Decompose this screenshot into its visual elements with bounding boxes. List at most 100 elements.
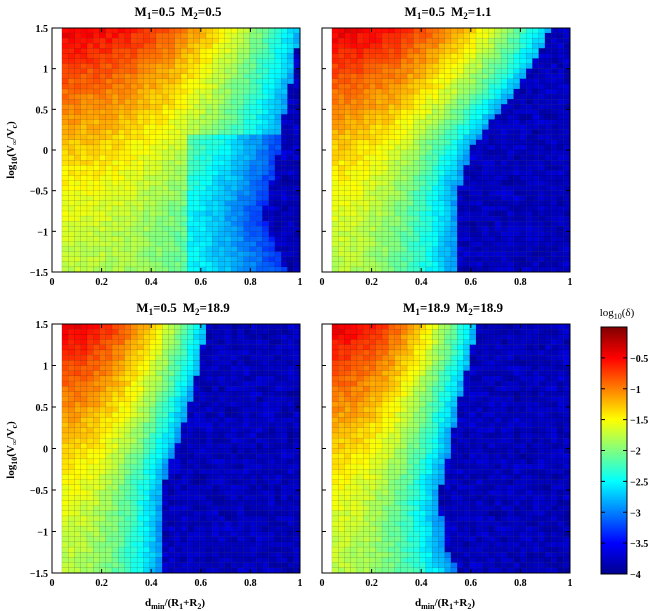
heatmap-cell (212, 98, 219, 105)
heatmap-cell (105, 83, 113, 90)
heatmap-cell (143, 463, 150, 470)
heatmap-cell (74, 344, 81, 351)
heatmap-cell (124, 391, 132, 397)
heatmap-cell (475, 180, 483, 186)
heatmap-cell (551, 256, 558, 263)
heatmap-cell (224, 43, 232, 49)
heatmap-cell (249, 129, 257, 136)
heatmap-cell (525, 180, 533, 186)
heatmap-cell (243, 339, 251, 346)
heatmap-cell (438, 78, 445, 85)
heatmap-cell (130, 370, 138, 377)
heatmap-cell (406, 149, 414, 156)
heatmap-cell (205, 370, 213, 377)
heatmap-cell (287, 396, 295, 403)
heatmap-cell (249, 448, 257, 454)
heatmap-cell (93, 83, 100, 90)
heatmap-cell (149, 469, 157, 475)
heatmap-cell (482, 261, 489, 268)
heatmap-cell (255, 448, 263, 454)
heatmap-cell (350, 261, 358, 268)
heatmap-cell (281, 32, 288, 39)
heatmap-cell (381, 98, 389, 105)
heatmap-cell (237, 437, 244, 444)
heatmap-cell (507, 58, 514, 64)
heatmap-cell (475, 205, 483, 212)
heatmap-cell (61, 329, 69, 335)
y-tick-label: 0.5 (36, 105, 49, 116)
heatmap-cell (199, 474, 207, 480)
heatmap-cell (205, 58, 213, 64)
heatmap-cell (444, 98, 452, 105)
heatmap-cell (237, 251, 244, 258)
heatmap-cell (61, 412, 69, 418)
heatmap-cell (93, 236, 100, 242)
heatmap-cell (74, 375, 81, 382)
heatmap-cell (243, 396, 251, 403)
heatmap-cell (268, 129, 276, 136)
heatmap-cell (111, 200, 119, 207)
heatmap-cell (105, 58, 113, 64)
heatmap-cell (130, 129, 138, 136)
heatmap-cell (149, 417, 157, 423)
heatmap-cell (230, 463, 238, 470)
heatmap-cell (93, 261, 100, 268)
heatmap-cell (187, 154, 194, 161)
heatmap-cell (268, 220, 276, 227)
heatmap-cell (438, 68, 445, 75)
heatmap-cell (74, 53, 81, 59)
heatmap-cell (161, 266, 169, 273)
heatmap-cell (525, 170, 533, 176)
heatmap-cell (118, 386, 125, 392)
heatmap-cell (425, 170, 433, 176)
heatmap-cell (344, 266, 351, 273)
heatmap-cell (93, 469, 100, 475)
heatmap-cell (224, 58, 232, 64)
heatmap-cell (519, 210, 527, 217)
heatmap-cell (369, 210, 377, 217)
heatmap-cell (74, 200, 81, 207)
heatmap-cell (356, 139, 364, 146)
heatmap-cell (274, 344, 282, 351)
heatmap-cell (274, 200, 282, 207)
heatmap-cell (193, 266, 201, 273)
heatmap-cell (111, 27, 119, 34)
heatmap-cell (425, 129, 433, 136)
heatmap-cell (381, 78, 389, 85)
heatmap-cell (93, 406, 100, 413)
heatmap-cell (268, 391, 276, 397)
heatmap-cell (369, 180, 377, 186)
heatmap-cell (249, 109, 257, 115)
heatmap-cell (174, 251, 182, 258)
heatmap-cell (249, 365, 257, 371)
heatmap-cell (438, 256, 445, 263)
colorbar-tick-label: −2 (630, 447, 641, 458)
heatmap-cell (388, 236, 395, 242)
heatmap-cell (168, 266, 175, 273)
heatmap-cell (168, 154, 175, 161)
heatmap-cell (281, 365, 288, 371)
heatmap-cell (224, 261, 232, 268)
heatmap-cell (274, 48, 282, 54)
heatmap-cell (230, 422, 238, 429)
heatmap-cell (356, 134, 364, 141)
heatmap-cell (281, 63, 288, 69)
heatmap-cell (199, 246, 207, 252)
heatmap-cell (519, 215, 527, 222)
heatmap-cell (99, 185, 107, 191)
heatmap-cell (532, 154, 539, 161)
heatmap-cell (180, 144, 188, 151)
heatmap-cell (338, 129, 345, 136)
heatmap-cell (331, 53, 339, 59)
heatmap-cell (118, 349, 125, 356)
heatmap-cell (482, 129, 489, 136)
heatmap-cell (218, 175, 226, 181)
heatmap-cell (237, 170, 244, 176)
heatmap-cell (205, 119, 213, 125)
heatmap-cell (155, 58, 163, 64)
heatmap-cell (68, 427, 75, 434)
heatmap-cell (230, 458, 238, 465)
heatmap-cell (381, 261, 389, 268)
heatmap-cell (199, 134, 207, 141)
heatmap-cell (149, 344, 157, 351)
